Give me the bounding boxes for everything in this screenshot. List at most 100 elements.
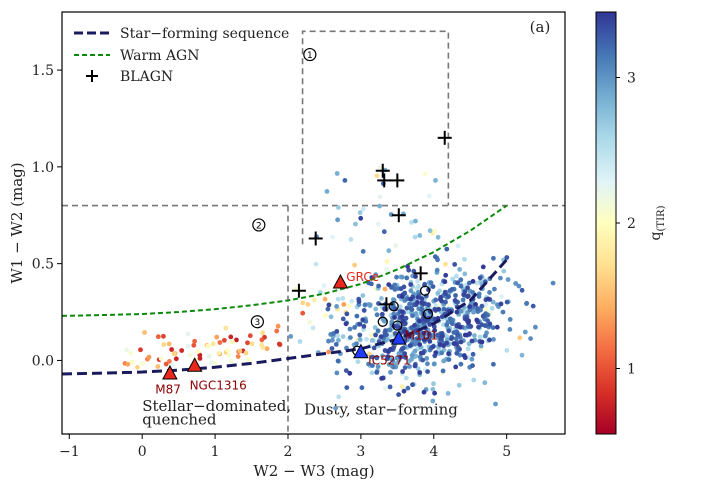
scatter-point: [367, 302, 373, 308]
scatter-point: [454, 273, 459, 279]
scatter-point: [458, 277, 464, 283]
scatter-point: [397, 304, 403, 310]
scatter-point: [195, 349, 201, 354]
scatter-point: [417, 342, 423, 347]
scatter-point: [361, 324, 367, 329]
scatter-point: [449, 287, 455, 292]
scatter-point: [357, 210, 363, 216]
open-circle-source: [422, 308, 434, 320]
legend-warm-agn-label: Warm AGN: [120, 48, 199, 64]
scatter-point: [427, 193, 432, 199]
scatter-point: [472, 333, 477, 338]
scatter-point: [343, 368, 349, 373]
scatter-point: [161, 333, 166, 339]
scatter-point: [430, 284, 436, 289]
scatter-point: [249, 341, 255, 347]
scatter-point: [413, 328, 419, 333]
scatter-point: [321, 283, 327, 289]
scatter-point: [326, 302, 332, 308]
scatter-point: [408, 305, 414, 311]
y-axis-label: W1 − W2 (mag): [8, 162, 26, 283]
scatter-point: [436, 303, 442, 309]
scatter-point: [402, 351, 408, 357]
scatter-point: [402, 290, 408, 296]
galaxy-label-m101: M101: [405, 328, 438, 342]
scatter-point: [171, 351, 177, 357]
scatter-point: [452, 262, 458, 267]
blagn-marker: [437, 130, 452, 145]
scatter-point: [373, 272, 379, 278]
scatter-point: [498, 301, 504, 307]
scatter-point: [228, 358, 234, 364]
scatter-point: [359, 385, 365, 391]
scatter-point: [434, 267, 440, 273]
scatter-point: [243, 350, 249, 356]
galaxy-label-grce: GRCe: [346, 270, 379, 284]
scatter-point: [403, 315, 409, 321]
y-tick-label: 0.5: [32, 257, 54, 273]
scatter-point: [381, 229, 387, 235]
scatter-point: [458, 361, 464, 367]
scatter-point: [357, 321, 363, 327]
scatter-point: [460, 297, 466, 303]
scatter-point: [274, 328, 280, 334]
scatter-point: [469, 338, 475, 344]
scatter-point: [466, 280, 472, 286]
scatter-point: [433, 297, 439, 303]
scatter-point: [313, 261, 319, 267]
scatter-point: [370, 363, 375, 368]
scatter-point: [440, 368, 446, 374]
scatter-point: [441, 343, 446, 349]
numbered-source-label: 2: [256, 221, 262, 231]
scatter-point: [462, 332, 468, 338]
scatter-point: [400, 309, 405, 315]
scatter-point: [140, 361, 146, 366]
scatter-point: [191, 342, 197, 348]
scatter-point: [430, 386, 436, 392]
scatter-point: [340, 334, 346, 339]
scatter-point: [311, 297, 317, 303]
scatter-point: [375, 221, 381, 227]
scatter-point: [470, 363, 475, 368]
scatter-point: [352, 325, 357, 330]
scatter-point: [259, 337, 265, 343]
scatter-point: [491, 361, 496, 367]
numbered-source-circle: [250, 315, 264, 329]
scatter-point: [305, 302, 311, 307]
scatter-point: [387, 327, 393, 333]
colorbar-tick-label: 3: [627, 70, 636, 86]
scatter-point: [505, 277, 511, 282]
scatter-point: [330, 337, 335, 343]
scatter-point: [412, 323, 417, 328]
scatter-point: [383, 386, 388, 391]
scatter-point: [433, 178, 438, 183]
scatter-point: [155, 364, 161, 369]
scatter-point: [504, 255, 510, 260]
scatter-point: [362, 302, 368, 308]
scatter-point: [478, 343, 484, 349]
scatter-point: [517, 335, 523, 341]
scatter-point: [424, 356, 430, 361]
scatter-point: [372, 325, 378, 330]
scatter-point: [432, 254, 438, 260]
open-circle-source: [377, 316, 388, 327]
colorbar-label: q(TIR): [648, 205, 667, 240]
scatter-point: [467, 331, 472, 337]
scatter-point: [169, 362, 175, 368]
numbered-source-circle: [303, 47, 317, 62]
scatter-point: [161, 342, 167, 347]
scatter-point: [322, 296, 328, 302]
scatter-point: [300, 300, 306, 306]
scatter-point: [426, 335, 432, 341]
scatter-point: [356, 299, 362, 304]
scatter-point: [470, 351, 476, 357]
region-label: Stellar−dominated,: [142, 397, 291, 415]
scatter-point: [513, 281, 519, 286]
scatter-point: [491, 337, 496, 342]
scatter-point: [455, 332, 460, 338]
scatter-point: [185, 331, 191, 337]
y-tick-label: 1.0: [32, 160, 54, 176]
scatter-point: [408, 288, 414, 294]
scatter-point: [275, 323, 281, 329]
scatter-point: [328, 314, 334, 320]
